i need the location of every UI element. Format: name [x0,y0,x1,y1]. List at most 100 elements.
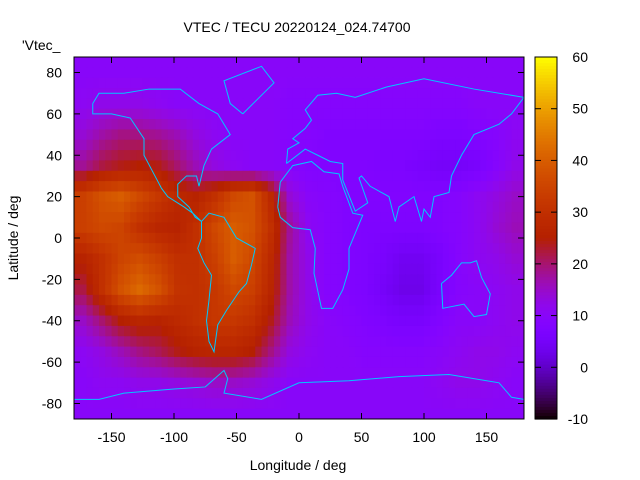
heatmap-cell [255,253,263,265]
heatmap-cell [211,170,219,182]
heatmap-cell [149,387,156,399]
heatmap-cell [455,222,463,234]
heatmap-cell [299,170,306,182]
heatmap-cell [124,315,131,327]
heatmap-cell [236,222,244,234]
heatmap-cell [217,119,225,130]
heatmap-cell [167,232,175,244]
heatmap-cell [267,232,275,244]
heatmap-cell [430,305,438,317]
heatmap-cell [180,356,188,368]
heatmap-cell [474,191,481,203]
heatmap-cell [217,346,225,358]
heatmap-cell [186,57,194,68]
heatmap-cell [374,367,381,379]
heatmap-cell [342,88,350,99]
heatmap-cell [492,139,500,151]
heatmap-cell [261,181,269,193]
heatmap-cell [299,274,306,286]
heatmap-cell [280,253,288,265]
heatmap-cell [361,367,369,379]
heatmap-cell [99,139,106,151]
heatmap-cell [474,150,481,162]
heatmap-cell [249,387,256,399]
heatmap-cell [517,139,524,151]
heatmap-cell [511,274,519,286]
heatmap-cell [99,222,106,234]
heatmap-cell [255,67,263,79]
colorbar-segment [535,75,557,79]
heatmap-cell [480,98,488,110]
heatmap-cell [411,387,419,399]
heatmap-cell [130,305,138,317]
heatmap-cell [399,346,406,358]
heatmap-cell [392,387,400,399]
heatmap-cell [386,212,394,224]
heatmap-cell [267,346,275,358]
heatmap-cell [161,108,169,120]
heatmap-cell [417,408,425,419]
heatmap-cell [261,88,269,99]
y-tick-label: 0 [54,230,62,246]
heatmap-cell [180,57,188,68]
heatmap-cell [80,263,88,275]
colorbar-segment [535,192,557,197]
heatmap-cell [205,284,213,296]
heatmap-cell [105,387,113,399]
heatmap-cell [180,284,188,296]
heatmap-cell [86,377,94,389]
heatmap-cell [486,77,494,89]
y-tick-label: -40 [42,313,62,329]
heatmap-cell [436,150,444,162]
heatmap-cell [505,232,513,244]
heatmap-cell [217,212,225,224]
heatmap-cell [342,57,350,68]
heatmap-cell [386,408,394,419]
heatmap-cell [492,398,500,410]
heatmap-cell [224,325,231,337]
heatmap-cell [74,57,81,68]
coastline [223,65,275,115]
heatmap-cell [211,150,219,162]
heatmap-cell [492,367,500,379]
heatmap-cell [242,88,250,99]
heatmap-cell [442,108,450,120]
heatmap-cell [261,274,269,286]
heatmap-cell [492,67,500,79]
heatmap-cell [167,98,175,110]
heatmap-cell [80,150,88,162]
heatmap-cell [130,129,138,141]
heatmap-cell [249,77,256,89]
heatmap-cell [280,294,288,306]
heatmap-cell [155,367,163,379]
heatmap-cell [499,232,506,244]
heatmap-cell [449,170,456,182]
heatmap-cell [192,284,200,296]
heatmap-cell [467,387,475,399]
heatmap-cell [317,119,325,130]
heatmap-cell [224,222,231,234]
heatmap-cell [424,67,431,79]
coastline [441,260,491,318]
heatmap-cell [86,274,94,286]
heatmap-cell [461,150,469,162]
heatmap-cell [274,408,281,419]
heatmap-cell [92,160,100,172]
heatmap-cell [299,294,306,306]
heatmap-cell [311,377,319,389]
heatmap-cell [305,232,313,244]
heatmap-cell [461,212,469,224]
heatmap-cell [336,367,344,379]
heatmap-cell [411,181,419,193]
heatmap-cell [117,398,125,410]
heatmap-cell [92,119,100,130]
heatmap-cell [105,284,113,296]
heatmap-cell [92,212,100,224]
heatmap-cell [180,387,188,399]
heatmap-cell [99,191,106,203]
heatmap-cell [117,336,125,348]
heatmap-cell [436,212,444,224]
heatmap-cell [217,57,225,68]
heatmap-cell [274,253,281,265]
heatmap-cell [142,232,150,244]
